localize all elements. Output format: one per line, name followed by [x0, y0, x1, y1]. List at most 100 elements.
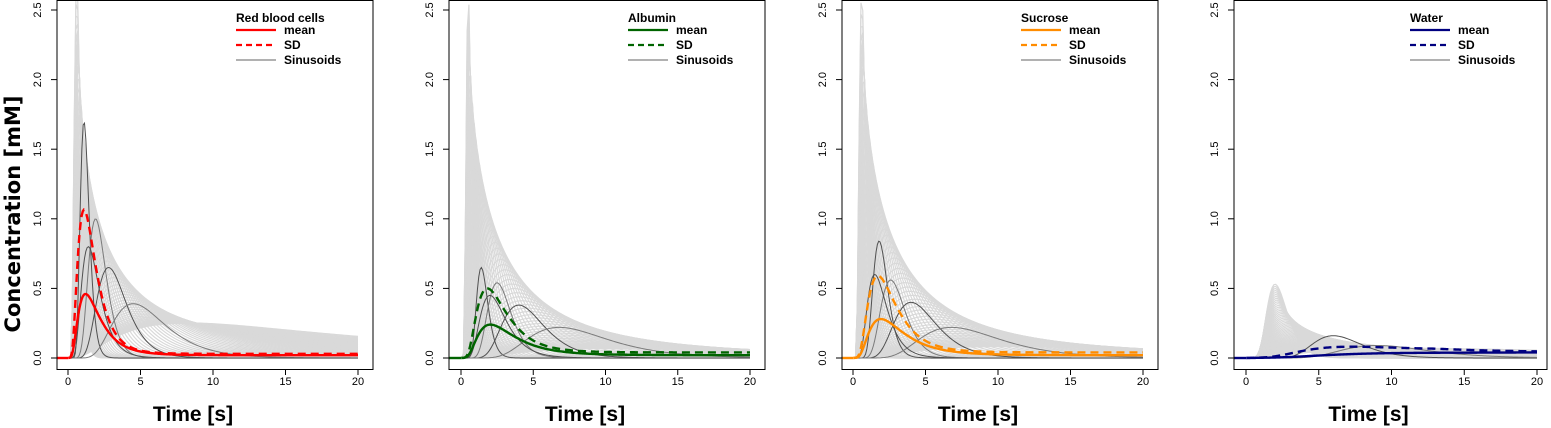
y-tick-label: 1.0	[817, 211, 829, 226]
y-tick-label: 1.5	[817, 142, 829, 157]
x-axis-label: Time [s]	[1328, 403, 1408, 426]
chart-panel-1: 0.0 0.5 1.0 1.5 2.0 2.5 0 5 10 15 20 Time [s] Red bl…	[32, 0, 374, 426]
sinusoid-cloud-line	[68, 322, 359, 359]
legend-title: Sucrose	[1021, 11, 1069, 25]
legend-label-sd: SD	[676, 38, 693, 52]
legend-label-mean: mean	[676, 23, 707, 37]
sinusoid-line	[853, 273, 1143, 359]
y-tick-label: 1.0	[32, 211, 44, 226]
sinusoid-cloud-line	[853, 345, 1144, 359]
y-tick-label: 0.0	[32, 350, 44, 365]
sinusoid-cloud-line	[461, 115, 750, 359]
x-tick-label: 20	[1531, 376, 1543, 388]
sd-line	[1246, 345, 1538, 360]
legend-label-mean: mean	[1458, 23, 1489, 37]
x-tick-label: 15	[672, 376, 684, 388]
x-axis-label: Time [s]	[545, 403, 625, 426]
sinusoid-line	[461, 294, 750, 359]
axes-box	[841, 0, 1159, 370]
legend-label-sd: SD	[1069, 38, 1086, 52]
mean-line	[853, 317, 1143, 360]
y-tick-label: 1.0	[1209, 211, 1221, 226]
sinusoid-cloud-line	[68, 290, 359, 359]
legend-label-sinusoids: Sinusoids	[676, 53, 734, 67]
sinusoid-cloud-line	[68, 293, 359, 359]
plot-area	[1234, 283, 1538, 360]
y-tick-label: 2.5	[1209, 2, 1221, 17]
plot-area	[449, 4, 751, 360]
axes-box	[56, 0, 374, 370]
chart-panel-4: 0.0 0.5 1.0 1.5 2.0 2.5 0 5 10 15 20 Time [s] Water m…	[1209, 0, 1548, 426]
sinusoid-cloud-line	[461, 347, 751, 359]
y-tick-label: 2.5	[817, 2, 829, 17]
sd-line	[853, 274, 1143, 360]
legend-label-sinusoids: Sinusoids	[1069, 53, 1127, 67]
y-tick-label: 2.0	[1209, 72, 1221, 87]
sinusoid-cloud-line	[853, 106, 1143, 359]
sd-line	[68, 208, 358, 360]
x-tick-label: 0	[1243, 376, 1249, 388]
x-tick-label: 15	[1458, 376, 1470, 388]
x-tick-label: 15	[1064, 376, 1076, 388]
x-tick-label: 20	[1137, 376, 1149, 388]
sinusoid-cloud-line	[68, 301, 359, 359]
plot-area	[57, 0, 359, 360]
y-tick-label: 2.0	[32, 72, 44, 87]
legend-label-mean: mean	[284, 23, 315, 37]
legend-title: Albumin	[628, 11, 676, 25]
sinusoid-cloud-line	[68, 284, 359, 359]
y-tick-label: 1.0	[424, 211, 436, 226]
x-tick-label: 20	[744, 376, 756, 388]
sinusoid-cloud-line	[68, 14, 358, 359]
legend-title: Red blood cells	[236, 11, 325, 25]
sinusoid-cloud-line	[68, 110, 358, 359]
sinusoid-cloud-line	[68, 287, 359, 359]
chart-panel-3: 0.0 0.5 1.0 1.5 2.0 2.5 0 5 10 15 20 Time [s] Sucros…	[817, 0, 1159, 426]
y-tick-label: 1.5	[1209, 142, 1221, 157]
y-tick-label: 2.0	[817, 72, 829, 87]
y-tick-label: 0.0	[817, 350, 829, 365]
sinusoid-cloud-line	[68, 299, 359, 359]
x-axis-label: Time [s]	[938, 403, 1018, 426]
sinusoid-cloud-line	[461, 28, 750, 359]
x-tick-label: 0	[850, 376, 856, 388]
axes-box	[448, 0, 766, 370]
mean-line	[68, 292, 358, 360]
x-tick-label: 15	[279, 376, 291, 388]
plot-area	[842, 2, 1144, 360]
x-tick-label: 10	[207, 376, 219, 388]
y-tick-label: 0.0	[424, 350, 436, 365]
sinusoid-line	[68, 245, 358, 359]
legend-label-sinusoids: Sinusoids	[284, 53, 342, 67]
legend-label-sinusoids: Sinusoids	[1458, 53, 1516, 67]
x-tick-label: 5	[530, 376, 536, 388]
y-tick-label: 2.5	[32, 2, 44, 17]
sinusoid-cloud-line	[68, 296, 359, 359]
y-tick-label: 0.5	[817, 281, 829, 296]
x-axis-label: Time [s]	[153, 403, 233, 426]
y-tick-label: 0.5	[424, 281, 436, 296]
legend-label-mean: mean	[1069, 23, 1100, 37]
x-tick-label: 10	[992, 376, 1004, 388]
chart-panel-2: 0.0 0.5 1.0 1.5 2.0 2.5 0 5 10 15 20 Time [s] Albumi…	[424, 0, 766, 426]
legend-label-sd: SD	[284, 38, 301, 52]
sinusoid-cloud-line	[853, 32, 1143, 359]
y-tick-label: 0.5	[1209, 281, 1221, 296]
x-tick-label: 20	[352, 376, 364, 388]
x-tick-label: 5	[137, 376, 143, 388]
sd-line	[461, 287, 750, 360]
legend-title: Water	[1410, 11, 1443, 25]
y-tick-label: 2.5	[424, 2, 436, 17]
x-tick-label: 5	[922, 376, 928, 388]
x-tick-label: 0	[458, 376, 464, 388]
sinusoid-cloud-line	[853, 25, 1143, 359]
y-tick-label: 0.0	[1209, 350, 1221, 365]
axes-box	[1233, 0, 1548, 370]
sinusoid-cloud-line	[68, 280, 359, 359]
x-tick-label: 5	[1316, 376, 1322, 388]
